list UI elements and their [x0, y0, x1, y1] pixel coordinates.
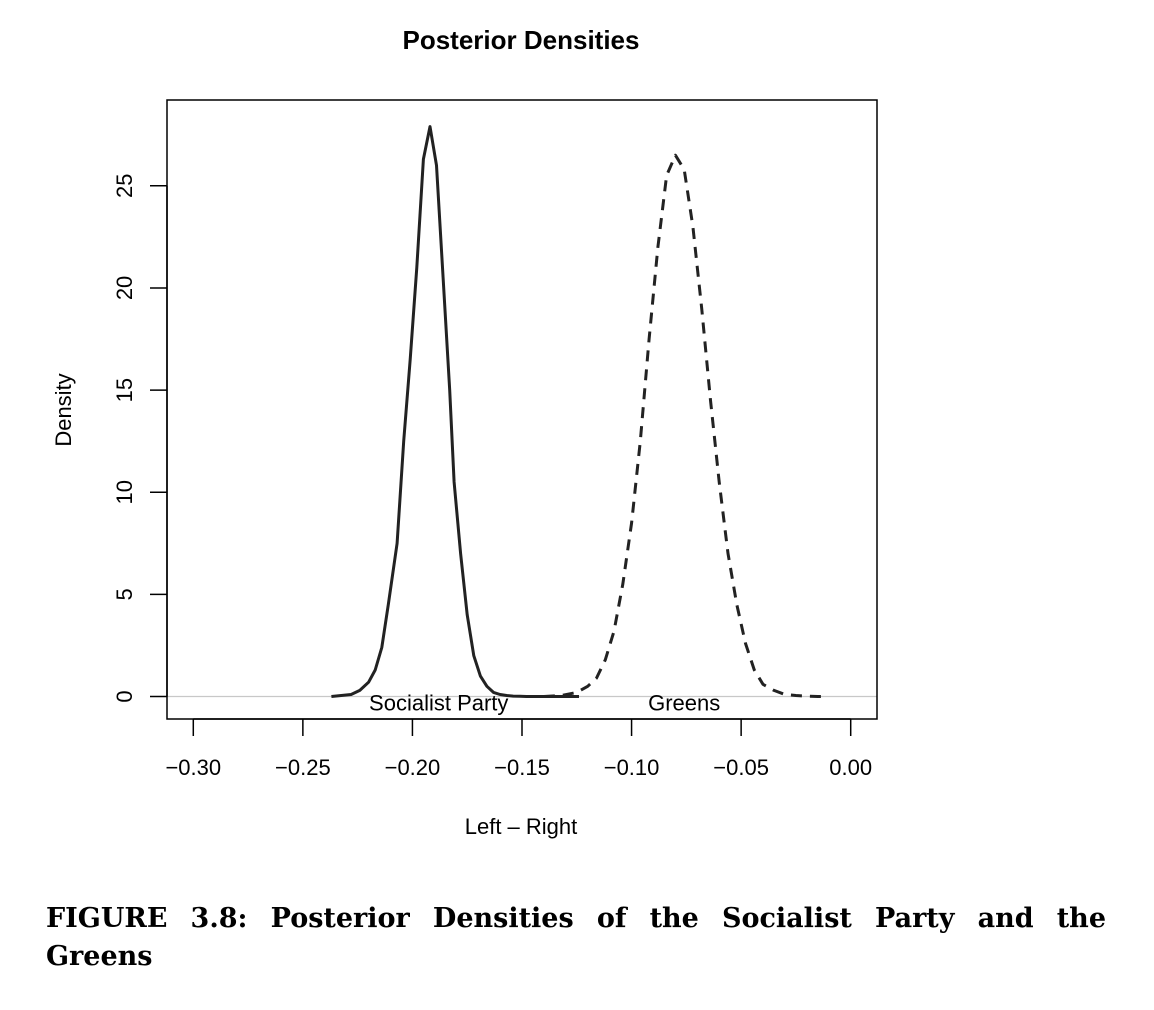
x-tick-label: −0.25	[275, 755, 331, 780]
x-tick-label: −0.15	[494, 755, 550, 780]
series-label-layer: Socialist Party Greens	[369, 691, 720, 716]
y-tick-label: 15	[112, 378, 137, 402]
x-axis-label: Left – Right	[465, 814, 578, 839]
y-axis: 0 5 10 15 20 25	[112, 174, 168, 703]
y-tick-label: 25	[112, 174, 137, 198]
chart-title: Posterior Densities	[403, 25, 640, 55]
x-tick-label: 0.00	[829, 755, 872, 780]
y-axis-label: Density	[51, 373, 76, 446]
x-axis: −0.30 −0.25 −0.20 −0.15 −0.10 −0.05 0.00	[165, 718, 872, 780]
y-tick-label: 5	[112, 588, 137, 600]
series-label: Greens	[648, 691, 720, 716]
plot-frame	[166, 99, 878, 720]
series-line-greens	[543, 153, 829, 698]
series-line-socialist-party	[331, 125, 579, 698]
x-tick-label: −0.10	[604, 755, 660, 780]
series-label: Socialist Party	[369, 691, 508, 716]
y-tick-label: 0	[112, 690, 137, 702]
y-tick-label: 10	[112, 480, 137, 504]
figure-caption: FIGURE 3.8: Posterior Densities of the S…	[46, 903, 1106, 972]
series-layer	[331, 125, 829, 698]
x-tick-label: −0.05	[713, 755, 769, 780]
x-tick-label: −0.20	[385, 755, 441, 780]
y-tick-label: 20	[112, 276, 137, 300]
density-chart: Posterior Densities Socialist Party Green…	[51, 25, 878, 839]
x-tick-label: −0.30	[165, 755, 221, 780]
